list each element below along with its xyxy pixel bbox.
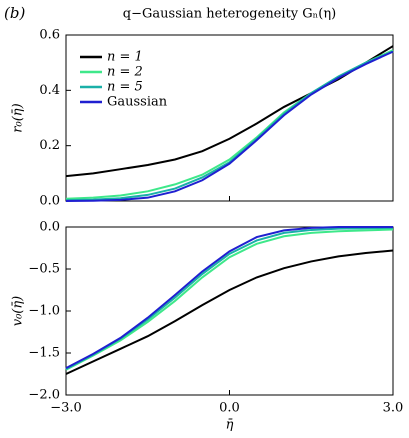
series-line [65, 228, 394, 371]
legend-label: n = 5 [107, 80, 143, 95]
series-line [65, 50, 394, 202]
legend-label: n = 2 [107, 65, 143, 80]
series-line [65, 45, 394, 178]
y-tick-label: 0.2 [39, 138, 60, 153]
x-axis-label: η̄ [226, 418, 234, 433]
y-tick-label: −1.0 [28, 304, 60, 319]
panel-label: (b) [4, 4, 25, 22]
x-tick-label: 3.0 [383, 401, 404, 416]
series-line [65, 226, 394, 370]
y-axis-label: v₀(η̄) [11, 296, 26, 327]
chart-title: q−Gaussian heterogeneity Gₙ(η) [123, 7, 336, 22]
y-tick-label: −0.5 [28, 262, 60, 277]
y-tick-label: −2.0 [28, 388, 60, 403]
x-tick-label: 0.0 [219, 401, 240, 416]
y-axis-label: r₀(η̄) [11, 103, 26, 132]
legend-label: Gaussian [107, 95, 168, 110]
x-tick-label: −3.0 [50, 401, 82, 416]
y-tick-label: 0.6 [39, 28, 60, 43]
legend-label: n = 1 [107, 50, 143, 65]
y-tick-label: −1.5 [28, 346, 60, 361]
y-tick-label: 0.4 [39, 83, 60, 98]
series-line [65, 249, 394, 375]
y-tick-label: 0.0 [39, 220, 60, 235]
y-tick-label: 0.0 [39, 194, 60, 209]
series-line [65, 50, 394, 202]
series-line [65, 226, 393, 370]
